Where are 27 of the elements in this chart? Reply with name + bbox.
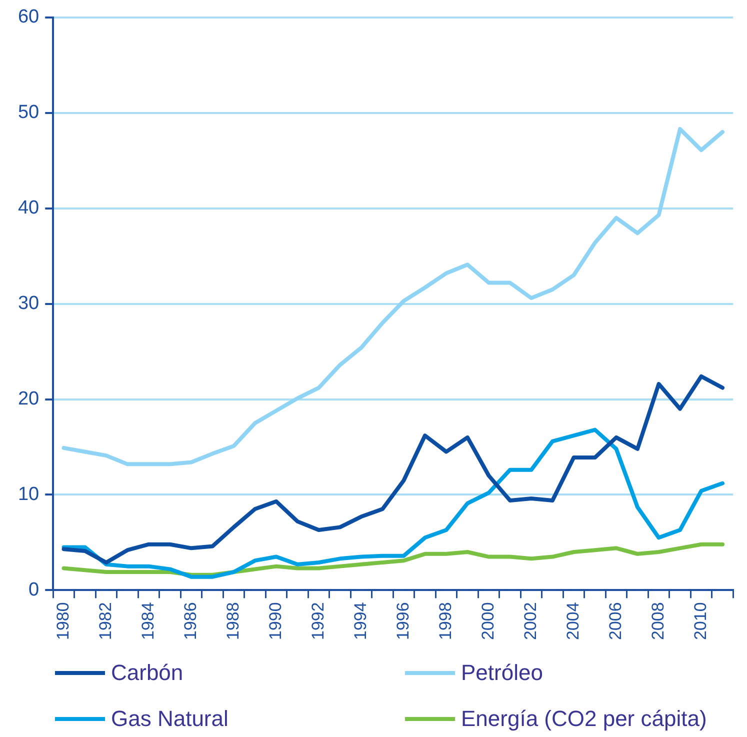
x-tick-label: 1992 <box>308 602 328 640</box>
y-tick-label: 20 <box>18 388 40 410</box>
x-tick-label: 1990 <box>266 602 285 640</box>
x-tick-label: 1988 <box>223 602 242 640</box>
y-tick-label: 40 <box>18 198 40 219</box>
x-tick-label: 2002 <box>520 602 540 640</box>
x-tick-label: 1980 <box>53 602 72 640</box>
x-tick-label: 2006 <box>606 602 625 640</box>
x-tick-label: 2008 <box>648 602 668 640</box>
x-tick-label: 2004 <box>563 602 582 640</box>
y-tick-label: 10 <box>18 484 40 505</box>
x-tick-label: 1998 <box>436 602 455 640</box>
legend-label: Energía (CO2 per cápita) <box>461 706 707 732</box>
y-tick-label: 50 <box>18 102 40 124</box>
x-tick-label: 2000 <box>478 602 498 640</box>
x-tick-label: 2010 <box>690 602 710 640</box>
x-tick-label: 1984 <box>138 602 158 640</box>
legend-label: Carbón <box>111 660 184 686</box>
x-tick-label: 1996 <box>393 602 412 640</box>
legend-label: Gas Natural <box>111 706 228 732</box>
x-tick-label: 1982 <box>96 602 115 640</box>
legend-label: Petróleo <box>461 660 543 686</box>
x-tick-label: 1986 <box>180 602 200 640</box>
y-tick-label: 0 <box>28 579 40 600</box>
y-tick-label: 60 <box>18 6 40 28</box>
x-tick-label: 1994 <box>350 602 370 640</box>
y-tick-label: 30 <box>18 293 40 314</box>
